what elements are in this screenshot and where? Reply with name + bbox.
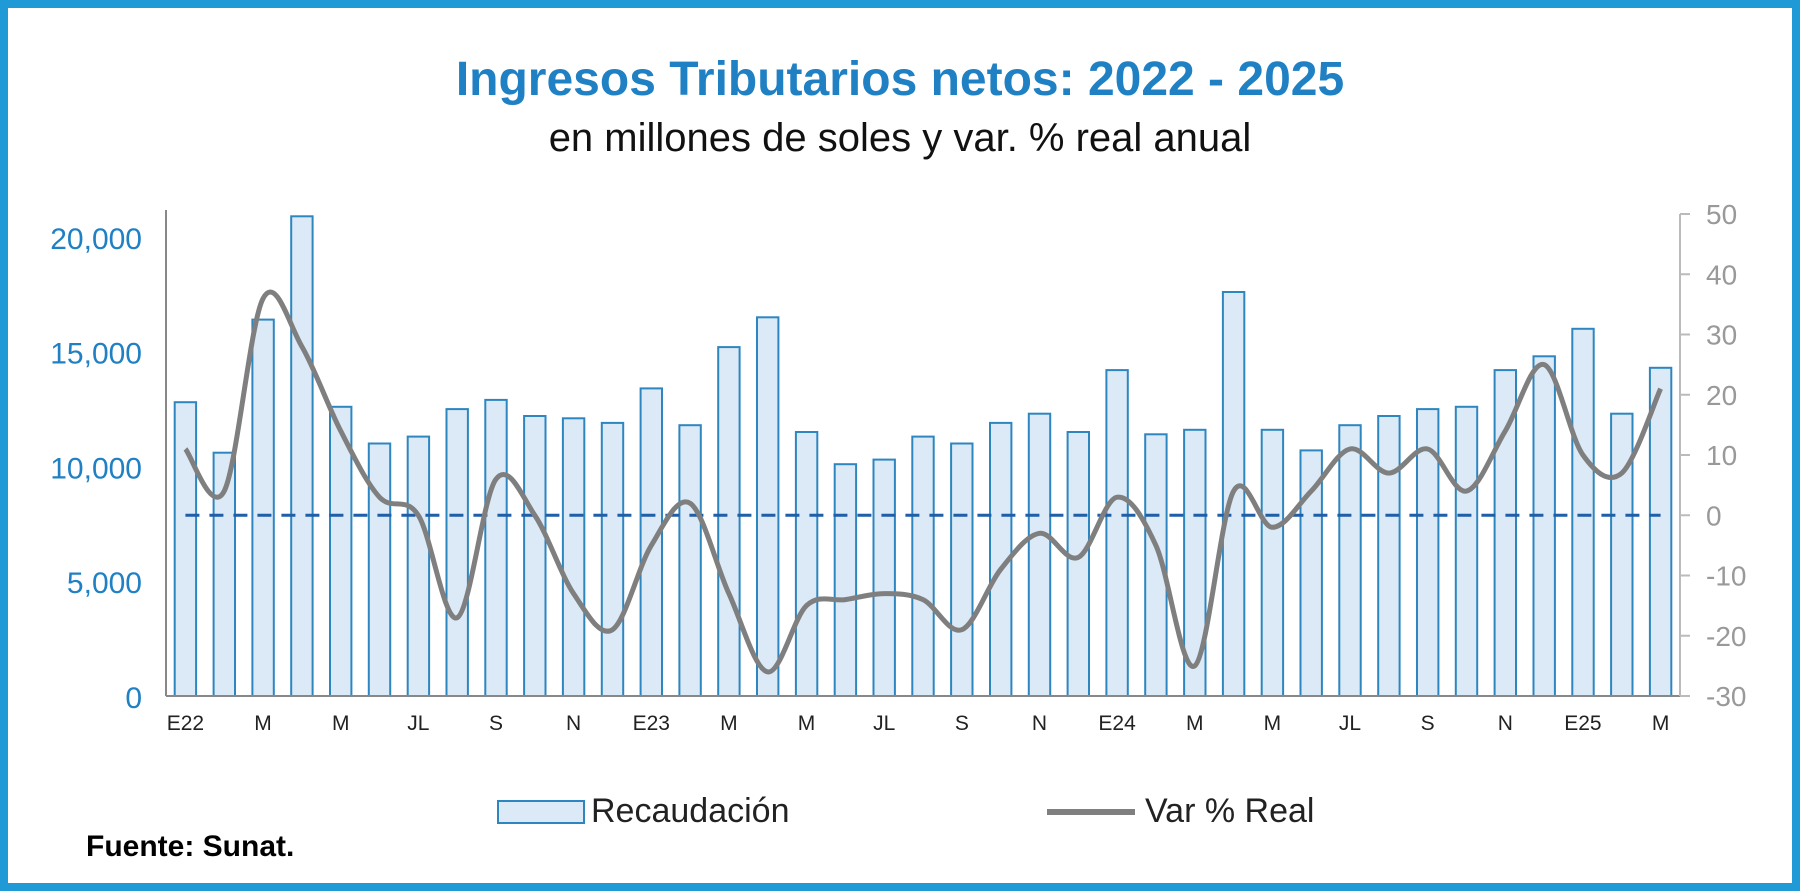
bar-2: [251, 318, 275, 697]
bar-8: [484, 398, 508, 697]
bar-7: [445, 408, 469, 697]
x-tick-label-3: JL: [407, 712, 429, 735]
legend-label-var-real: Var % Real: [1145, 792, 1315, 830]
bar-29: [1299, 449, 1323, 697]
legend-item-var-real: Var % Real: [1047, 792, 1314, 831]
bar-18: [872, 458, 896, 697]
bar-13: [678, 424, 702, 697]
bar-11: [600, 421, 625, 697]
y-left-tick-label-4: 20,000: [50, 223, 142, 256]
y-right-tick-label-3: 0: [1706, 500, 1722, 531]
bar-3: [290, 215, 314, 698]
y-right-tick-label-0: -30: [1706, 681, 1746, 712]
bar-6: [406, 435, 431, 697]
legend-line-swatch: [1047, 808, 1135, 815]
chart-subtitle: en millones de soles y var. % real anual: [548, 116, 1252, 160]
y-right-tick-label-8: 50: [1706, 199, 1737, 230]
y-right-tick-label-4: 10: [1706, 440, 1737, 471]
bar-24: [1105, 369, 1129, 697]
legend-bar-swatch: [497, 799, 585, 824]
x-tick-label-17: N: [1498, 712, 1513, 735]
x-tick-label-9: JL: [873, 712, 895, 735]
bar-20: [950, 442, 974, 697]
x-tick-label-14: M: [1264, 712, 1282, 735]
legend-label-recaudacion: Recaudación: [591, 792, 790, 830]
x-tick-label-16: S: [1421, 712, 1435, 735]
bar-5: [367, 442, 392, 697]
x-tick-label-6: E23: [633, 712, 670, 735]
bar-15: [756, 316, 780, 697]
legend-item-recaudacion: Recaudación: [497, 792, 789, 831]
source-note: Fuente: Sunat.: [86, 830, 295, 863]
y-left-tick-label-3: 15,000: [50, 338, 142, 371]
x-tick-label-7: M: [720, 712, 738, 735]
y-right-tick-label-5: 20: [1706, 380, 1737, 411]
bar-37: [1610, 412, 1634, 697]
bar-36: [1571, 327, 1595, 697]
y-right-tick-label-6: 30: [1706, 320, 1737, 351]
bar-33: [1454, 405, 1479, 697]
var-real-line: [183, 289, 1663, 675]
x-tick-label-10: S: [955, 712, 969, 735]
bar-16: [794, 431, 819, 697]
x-tick-label-13: M: [1186, 712, 1204, 735]
y-right-tick-label-2: -10: [1706, 561, 1746, 592]
bar-23: [1066, 431, 1090, 697]
y-right-tick-label-1: -20: [1706, 621, 1746, 652]
bar-28: [1260, 428, 1285, 697]
bar-10: [561, 417, 586, 697]
bar-31: [1377, 415, 1401, 697]
x-tick-label-11: N: [1032, 712, 1047, 735]
y-left-tick-label-2: 10,000: [50, 452, 142, 485]
bar-30: [1338, 424, 1362, 697]
y-left-tick-label-1: 5,000: [67, 567, 142, 600]
x-tick-label-15: JL: [1339, 712, 1361, 735]
bar-0: [173, 401, 198, 697]
x-tick-label-12: E24: [1098, 712, 1136, 735]
bar-17: [833, 463, 858, 698]
bar-22: [1027, 412, 1052, 697]
x-tick-label-5: N: [566, 712, 581, 735]
bar-19: [911, 435, 935, 697]
x-tick-label-1: M: [254, 712, 272, 735]
x-tick-label-8: M: [798, 712, 816, 735]
y-right-tick-label-7: 40: [1706, 259, 1737, 290]
x-tick-label-19: M: [1652, 712, 1670, 735]
chart-title: Ingresos Tributarios netos: 2022 - 2025: [455, 53, 1345, 106]
x-tick-label-0: E22: [167, 712, 204, 735]
bar-38: [1648, 366, 1673, 697]
x-tick-label-4: S: [489, 712, 503, 735]
x-tick-label-2: M: [332, 712, 350, 735]
bar-35: [1532, 355, 1556, 697]
bar-14: [717, 346, 741, 697]
y-left-tick-label-0: 0: [125, 682, 142, 715]
x-tick-label-18: E25: [1564, 712, 1601, 735]
bar-9: [523, 415, 547, 697]
